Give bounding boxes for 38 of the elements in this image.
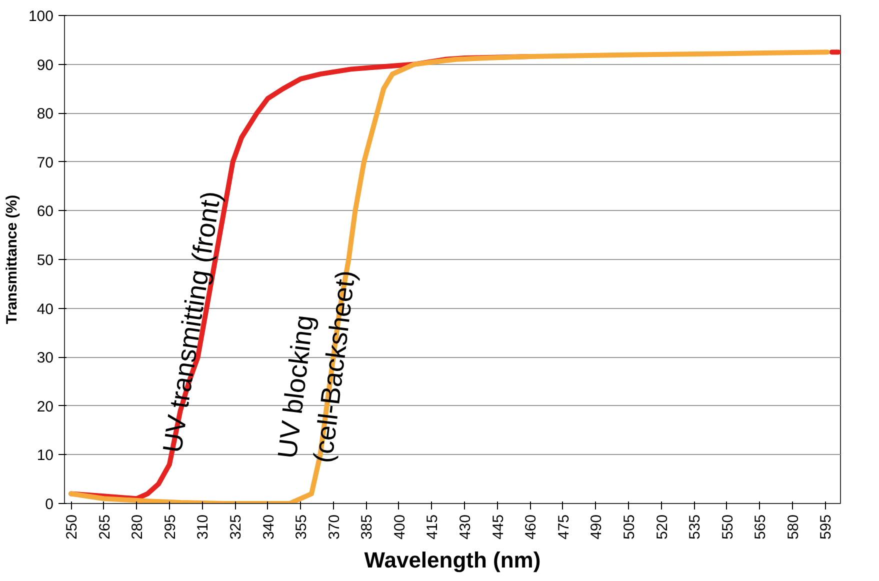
y-tick-label: 0 [45,496,54,513]
y-tick-label: 10 [36,447,54,464]
x-tick-label: 430 [457,514,474,540]
x-tick-label: 340 [260,514,278,540]
x-axis-title: Wavelength (nm) [364,548,541,573]
x-tick-label: 490 [588,514,606,540]
y-tick-label: 90 [36,56,54,74]
x-tick-label: 415 [424,514,442,540]
y-tick-label: 40 [36,300,54,318]
x-tick-label: 250 [64,514,81,540]
x-tick-label: 265 [96,514,114,540]
x-tick-label: 280 [129,514,146,540]
x-tick-label: 475 [555,514,572,540]
x-tick-label: 595 [818,514,835,540]
x-tick-label: 325 [228,514,244,540]
x-tick-label: 370 [326,514,343,540]
x-tick-label: 550 [719,514,736,540]
x-tick-label: 580 [784,514,802,540]
y-tick-label: 30 [36,350,54,367]
x-tick-label: 400 [391,514,408,540]
y-tick-label: 100 [28,8,54,25]
x-tick-label: 445 [490,514,507,540]
x-tick-label: 310 [194,514,212,540]
y-tick-label: 50 [36,252,54,269]
x-tick-label: 355 [293,514,310,540]
y-tick-label: 60 [36,203,54,220]
x-tick-label: 385 [358,514,376,540]
x-tick-label: 460 [522,514,540,540]
y-axis-title: Transmittance (%) [3,194,20,324]
x-tick-label: 565 [752,514,770,540]
y-tick-label: 70 [36,154,54,172]
x-tick-label: 535 [686,514,704,540]
annotation: UV transmitting (front) [157,189,227,455]
x-tick-label: 520 [654,514,671,540]
x-tick-label: 295 [162,514,179,540]
y-tick-label: 80 [36,106,54,123]
x-tick-label: 505 [620,514,638,540]
y-tick-label: 20 [36,398,54,416]
